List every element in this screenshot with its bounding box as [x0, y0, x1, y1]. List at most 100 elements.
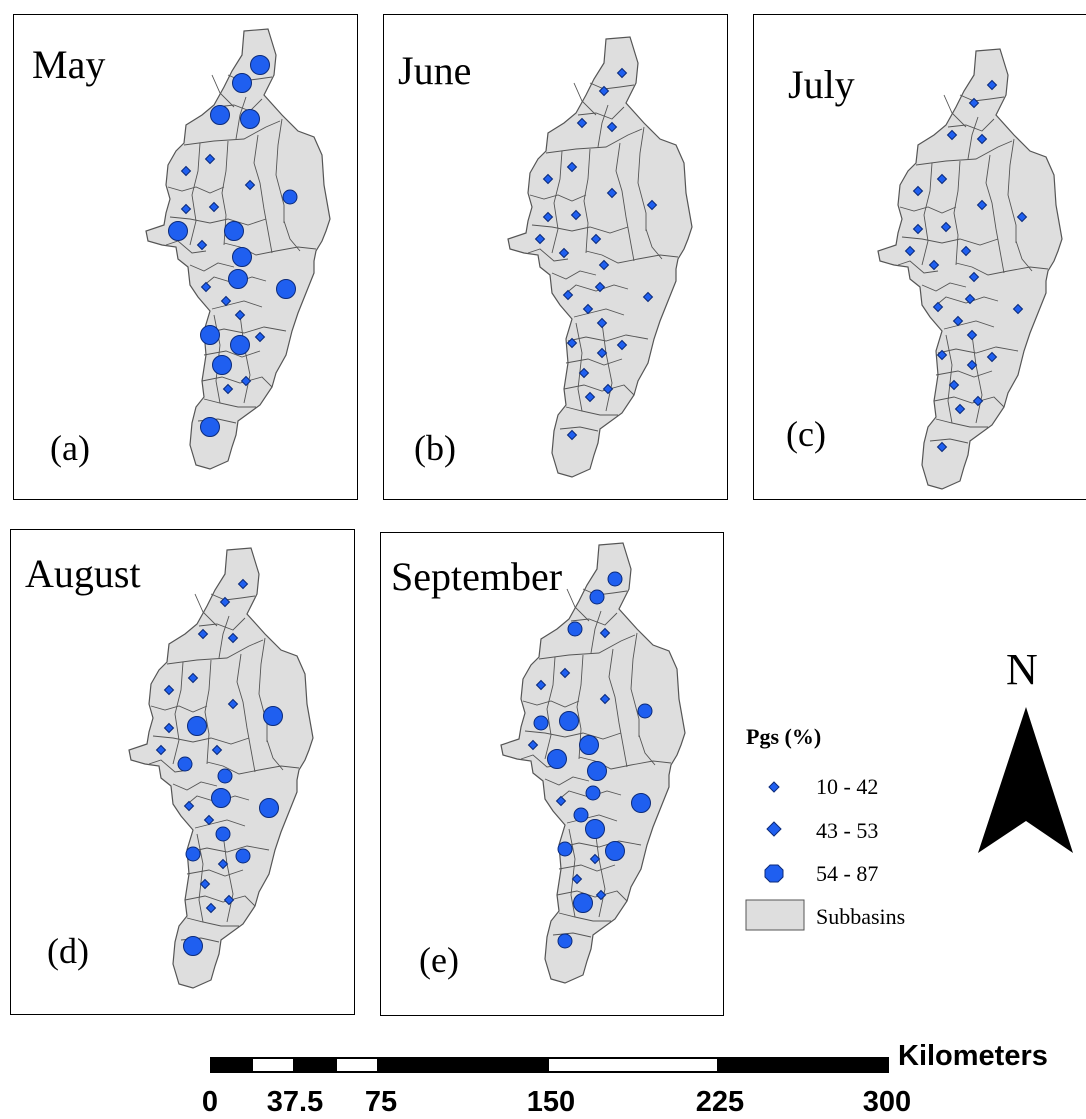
pgs-point-class-1	[1012, 303, 1024, 315]
pgs-point-class-1	[562, 289, 574, 301]
pgs-point-class-1	[570, 209, 582, 221]
subbasin-boundary	[953, 160, 961, 266]
legend-subbasin-swatch	[745, 899, 805, 931]
legend-symbol-large	[764, 864, 784, 883]
scale-bar-graphic	[210, 1057, 889, 1073]
pgs-point-class-3	[232, 73, 252, 93]
pgs-point-class-3	[631, 793, 651, 813]
subbasin-boundary	[148, 759, 190, 773]
pgs-point-class-1	[904, 245, 916, 257]
scale-tick-label: 150	[526, 1086, 576, 1118]
subbasin-boundary	[576, 654, 584, 760]
legend-symbol-small	[768, 781, 780, 793]
subbasin-boundary	[206, 761, 300, 775]
subbasin-boundary	[573, 308, 625, 318]
pgs-point-class-1	[220, 295, 232, 307]
pgs-point-class-3	[212, 355, 232, 375]
pgs-point-class-3	[183, 936, 203, 956]
legend-symbol-medium	[766, 821, 782, 837]
subbasin-boundary	[897, 260, 939, 274]
pgs-point-class-1	[616, 339, 628, 351]
pgs-point-class-1	[204, 153, 216, 165]
pgs-point-class-1	[646, 199, 658, 211]
subbasin-boundary	[204, 659, 212, 765]
panel-letter: (e)	[419, 940, 459, 980]
pgs-point-class-2	[573, 807, 589, 823]
subbasin-boundary	[210, 593, 256, 601]
pgs-point-class-1	[968, 97, 980, 109]
pgs-point-class-1	[598, 259, 610, 271]
subbasin-boundary	[184, 895, 256, 907]
pgs-point-class-1	[986, 351, 998, 363]
pgs-point-class-1	[932, 301, 944, 313]
pgs-point-class-1	[642, 291, 654, 303]
pgs-point-class-1	[599, 627, 611, 639]
basin-outline	[507, 36, 693, 478]
pgs-point-class-2	[557, 841, 573, 857]
subbasin-boundary	[186, 917, 239, 927]
pgs-point-class-3	[605, 841, 625, 861]
pgs-point-class-2	[557, 933, 573, 949]
subbasin-boundary	[218, 615, 230, 659]
pgs-point-class-1	[936, 173, 948, 185]
scale-segment	[547, 1057, 719, 1073]
subbasin-boundary	[929, 438, 969, 444]
panel-month-title: May	[32, 42, 106, 87]
pgs-point-class-3	[211, 788, 231, 808]
pgs-point-class-1	[163, 722, 175, 734]
subbasin-boundary	[560, 840, 642, 848]
subbasin-boundary	[239, 314, 251, 404]
subbasin-boundary	[189, 142, 201, 246]
legend-label-small: 10 - 42	[816, 774, 879, 799]
pgs-point-class-3	[228, 269, 248, 289]
subbasin-boundary	[235, 96, 247, 140]
scale-unit-label: Kilometers	[898, 1040, 1048, 1072]
pgs-point-class-1	[183, 800, 195, 812]
pgs-point-class-1	[254, 331, 266, 343]
pgs-point-class-1	[237, 578, 249, 590]
subbasin-boundary	[150, 705, 208, 713]
pgs-point-class-1	[599, 693, 611, 705]
subbasin-boundary	[545, 128, 643, 154]
pgs-point-class-1	[584, 391, 596, 403]
subbasin-boundary	[933, 396, 1005, 408]
panel-month-title: June	[398, 48, 472, 93]
pgs-point-class-1	[602, 383, 614, 395]
subbasin-map	[507, 36, 693, 478]
pgs-point-class-3	[579, 735, 599, 755]
subbasin-boundary	[575, 322, 583, 412]
panel-month-title: August	[25, 551, 141, 596]
scale-segment	[717, 1057, 889, 1073]
subbasin-boundary	[597, 104, 609, 148]
pgs-point-class-1	[596, 347, 608, 359]
subbasin-boundary	[943, 94, 967, 128]
pgs-point-class-1	[542, 173, 554, 185]
subbasin-boundary	[899, 206, 957, 214]
subbasin-boundary	[538, 634, 636, 660]
scale-tick-label: 225	[695, 1086, 745, 1118]
pgs-point-class-1	[558, 247, 570, 259]
pgs-point-class-1	[966, 359, 978, 371]
subbasin-boundary	[189, 262, 235, 272]
panel-letter: (a)	[50, 428, 90, 468]
subbasin-boundary	[531, 224, 629, 234]
pgs-point-class-1	[200, 281, 212, 293]
pgs-point-class-1	[912, 223, 924, 235]
pgs-point-class-1	[180, 165, 192, 177]
pgs-point-class-1	[912, 185, 924, 197]
pgs-point-class-1	[180, 203, 192, 215]
subbasin-boundary	[551, 270, 597, 280]
pgs-point-class-1	[986, 79, 998, 91]
subbasin-boundary	[565, 358, 623, 366]
subbasin-boundary	[630, 632, 640, 737]
subbasin-boundary	[552, 932, 592, 938]
pgs-point-class-1	[227, 632, 239, 644]
pgs-point-class-1	[598, 85, 610, 97]
pgs-point-class-3	[200, 417, 220, 437]
pgs-point-class-3	[573, 893, 593, 913]
pgs-point-class-1	[606, 187, 618, 199]
panel-letter: (c)	[786, 414, 826, 454]
subbasin-boundary	[186, 869, 244, 877]
pgs-point-class-1	[205, 902, 217, 914]
subbasin-boundary	[167, 186, 225, 194]
